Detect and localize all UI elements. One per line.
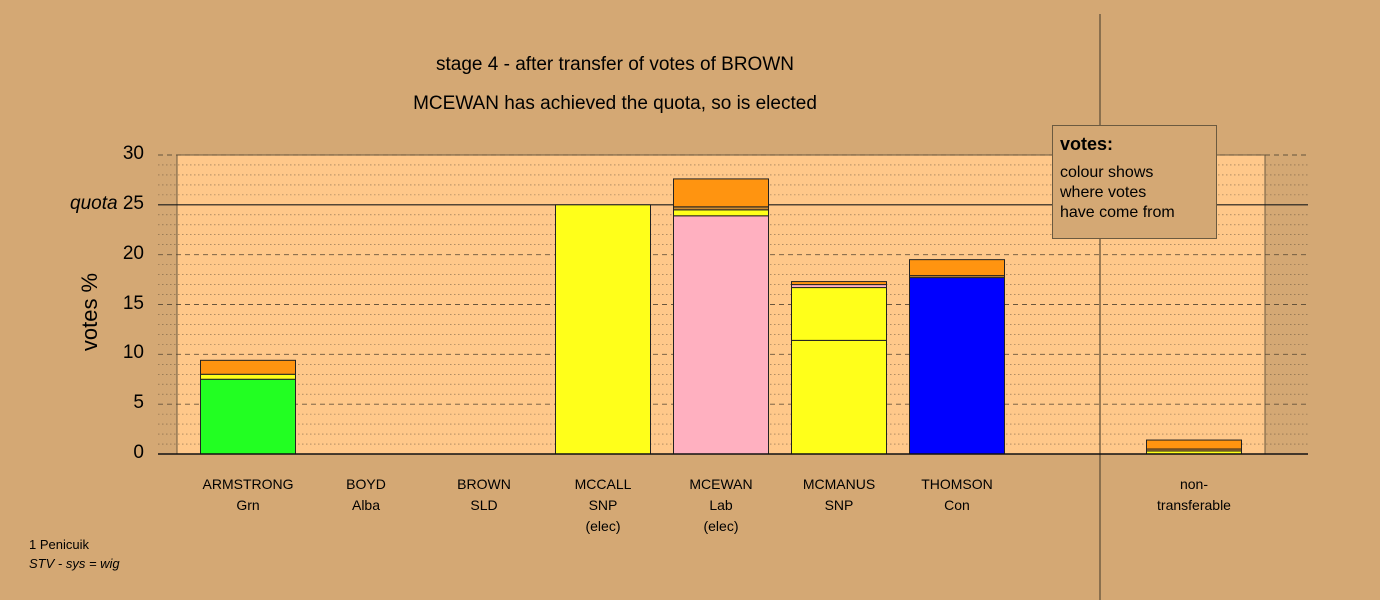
bar-segment: [200, 373, 296, 380]
candidate-label-mccall: MCCALL SNP (elec): [548, 474, 658, 537]
candidate-label-line: SLD: [470, 497, 498, 513]
bar-segment: [909, 277, 1005, 455]
bar-segment: [791, 339, 887, 455]
chart-title: stage 4 - after transfer of votes of BRO…: [436, 54, 794, 75]
bar-mccall: [555, 204, 651, 455]
y-tick-label: 0: [133, 442, 144, 463]
candidate-label-line: SNP: [824, 497, 854, 513]
bar-segment: [1146, 439, 1242, 450]
candidate-label-line: BOYD: [346, 476, 386, 492]
bar-mcewan: [673, 178, 769, 455]
y-tick-label: 15: [122, 292, 144, 314]
candidate-label-line: MCMANUS: [802, 476, 876, 492]
bar-segment: [555, 204, 651, 455]
y-tick-label: quota 25: [70, 192, 144, 214]
candidate-label-line: SNP: [588, 497, 618, 513]
y-tick-label: 20: [122, 242, 144, 264]
bar-thomson: [909, 259, 1005, 455]
legend-line: have come from: [1060, 204, 1175, 221]
candidate-label-line: MCCALL: [574, 476, 632, 492]
bar-segment: [200, 359, 296, 375]
bar-segment: [673, 209, 769, 217]
candidate-label-line: MCEWAN: [689, 476, 753, 492]
y-tick-label: 5: [133, 392, 144, 414]
candidate-label-line: (elec): [585, 518, 621, 534]
legend: votes: colour shows where votes have com…: [1052, 125, 1217, 239]
candidate-label-line: non-: [1179, 476, 1209, 492]
candidate-label-mcmanus: MCMANUS SNP: [784, 474, 894, 516]
candidate-label-line: BROWN: [457, 476, 511, 492]
candidate-label-line: Alba: [351, 497, 381, 513]
bar-segment: [200, 378, 296, 455]
y-tick-label: 30: [122, 143, 144, 164]
bar-segment: [791, 287, 887, 341]
bar-segment: [791, 281, 887, 286]
chart-subtitle: MCEWAN has achieved the quota, so is ele…: [413, 93, 817, 114]
legend-line: where votes: [1060, 184, 1147, 201]
bar-mcmanus: [791, 281, 887, 455]
quota-label: quota: [70, 192, 123, 214]
candidate-label-line: (elec): [703, 518, 739, 534]
bar-segment: [909, 259, 1005, 277]
footer-system: STV - sys = wig: [29, 556, 120, 571]
bar-segment: [673, 215, 769, 455]
candidate-label-line: Grn: [236, 497, 260, 513]
candidate-label-brown: BROWN SLD: [429, 474, 539, 516]
nontransferable-label: non-transferable: [1139, 474, 1249, 516]
legend-line: colour shows: [1060, 164, 1154, 181]
candidate-label-line: transferable: [1157, 497, 1231, 513]
bar-nontransferable: [1146, 439, 1242, 455]
bar-segment: [673, 178, 769, 208]
candidate-label-mcewan: MCEWAN Lab (elec): [666, 474, 776, 537]
candidate-label-thomson: THOMSON Con: [902, 474, 1012, 516]
candidate-label-boyd: BOYD Alba: [311, 474, 421, 516]
candidate-label-line: Con: [944, 497, 970, 513]
y-tick-label: 10: [122, 342, 144, 364]
bar-armstrong: [200, 359, 296, 455]
candidate-label-line: THOMSON: [921, 476, 993, 492]
candidate-label-line: Lab: [709, 497, 733, 513]
legend-title: votes:: [1060, 134, 1114, 154]
candidate-label-armstrong: ARMSTRONG Grn: [193, 474, 303, 516]
candidate-label-line: ARMSTRONG: [202, 476, 294, 492]
footer-ward: 1 Penicuik: [29, 537, 89, 552]
